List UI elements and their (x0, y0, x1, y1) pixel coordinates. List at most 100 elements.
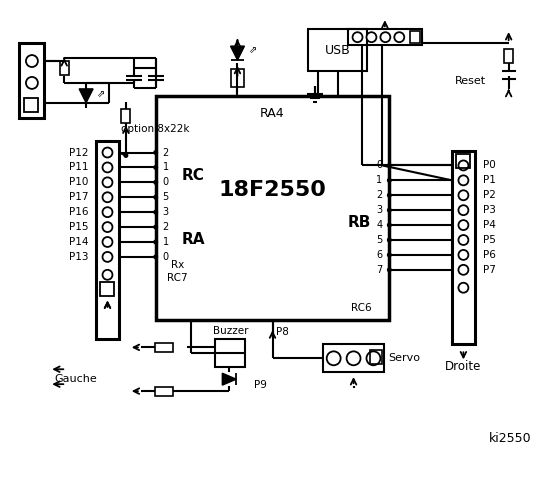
Circle shape (458, 220, 468, 230)
Text: 18F2550: 18F2550 (218, 180, 326, 200)
Bar (348, 29, 422, 45)
Bar (60, 60, 69, 75)
Polygon shape (231, 46, 244, 60)
Text: ⇗: ⇗ (96, 90, 104, 100)
Text: P12: P12 (69, 147, 88, 157)
Circle shape (102, 222, 112, 232)
Text: 2: 2 (376, 190, 383, 200)
Circle shape (153, 195, 158, 200)
Text: P14: P14 (69, 237, 88, 247)
Circle shape (102, 252, 112, 262)
Bar (371, 350, 382, 364)
Circle shape (123, 153, 128, 158)
Circle shape (102, 192, 112, 202)
Circle shape (387, 223, 392, 228)
Bar (122, 109, 131, 123)
Text: RA: RA (182, 232, 205, 248)
Text: P5: P5 (483, 235, 495, 245)
Text: 0: 0 (163, 177, 169, 187)
Circle shape (102, 270, 112, 280)
Text: P6: P6 (483, 250, 495, 260)
Text: 0: 0 (163, 252, 169, 262)
Text: RC6: RC6 (351, 302, 372, 312)
Bar (96, 141, 119, 339)
Circle shape (153, 225, 158, 229)
Text: 0: 0 (377, 160, 383, 170)
Circle shape (26, 77, 38, 89)
Text: RB: RB (348, 215, 371, 229)
Text: 2: 2 (163, 147, 169, 157)
Text: P7: P7 (483, 265, 495, 275)
Text: P4: P4 (483, 220, 495, 230)
Circle shape (153, 210, 158, 215)
Bar (308, 29, 368, 71)
Text: P16: P16 (69, 207, 88, 217)
Circle shape (387, 238, 392, 242)
Circle shape (153, 180, 158, 185)
Bar (19, 43, 44, 118)
Bar (155, 387, 173, 396)
Text: P17: P17 (69, 192, 88, 202)
Text: P8: P8 (276, 327, 289, 337)
Circle shape (458, 160, 468, 170)
Text: 1: 1 (377, 175, 383, 185)
Circle shape (387, 252, 392, 257)
Circle shape (367, 32, 377, 42)
Circle shape (387, 163, 392, 168)
Text: P15: P15 (69, 222, 88, 232)
Circle shape (102, 162, 112, 172)
Circle shape (102, 237, 112, 247)
Text: ki2550: ki2550 (489, 432, 531, 445)
Circle shape (387, 193, 392, 198)
Bar (456, 155, 470, 168)
Text: P2: P2 (483, 190, 495, 200)
Polygon shape (222, 373, 236, 385)
Circle shape (102, 178, 112, 187)
Circle shape (102, 207, 112, 217)
Text: option 8x22k: option 8x22k (121, 124, 190, 133)
Circle shape (458, 235, 468, 245)
Text: RC: RC (182, 168, 205, 183)
Text: ⇗: ⇗ (248, 46, 257, 56)
Circle shape (26, 55, 38, 67)
Circle shape (458, 250, 468, 260)
Text: Buzzer: Buzzer (212, 326, 248, 336)
Circle shape (367, 351, 380, 365)
Text: 6: 6 (377, 250, 383, 260)
Circle shape (102, 147, 112, 157)
Text: P9: P9 (254, 380, 267, 390)
Text: Gauche: Gauche (55, 374, 97, 384)
Polygon shape (79, 89, 93, 103)
Bar (504, 49, 513, 63)
Text: RA4: RA4 (260, 107, 285, 120)
Circle shape (458, 283, 468, 293)
Text: P13: P13 (69, 252, 88, 262)
Circle shape (153, 240, 158, 244)
Text: P0: P0 (483, 160, 495, 170)
Circle shape (394, 32, 404, 42)
Circle shape (153, 165, 158, 170)
Bar (215, 339, 245, 367)
Text: 2: 2 (163, 222, 169, 232)
Circle shape (153, 150, 158, 155)
Circle shape (458, 190, 468, 200)
Text: 1: 1 (163, 162, 169, 172)
Text: 3: 3 (377, 205, 383, 215)
Bar (155, 343, 173, 352)
Text: P1: P1 (483, 175, 495, 185)
Bar (323, 344, 384, 372)
Bar (100, 282, 114, 296)
Bar (410, 31, 420, 43)
Text: 4: 4 (377, 220, 383, 230)
Text: RC7: RC7 (167, 273, 188, 283)
Circle shape (380, 32, 390, 42)
Bar (24, 98, 38, 112)
Bar (231, 69, 244, 87)
Text: P11: P11 (69, 162, 88, 172)
Text: USB: USB (325, 44, 351, 57)
Circle shape (327, 351, 341, 365)
Bar (452, 151, 475, 344)
Circle shape (387, 267, 392, 272)
Text: Servo: Servo (388, 353, 420, 363)
Circle shape (458, 205, 468, 215)
